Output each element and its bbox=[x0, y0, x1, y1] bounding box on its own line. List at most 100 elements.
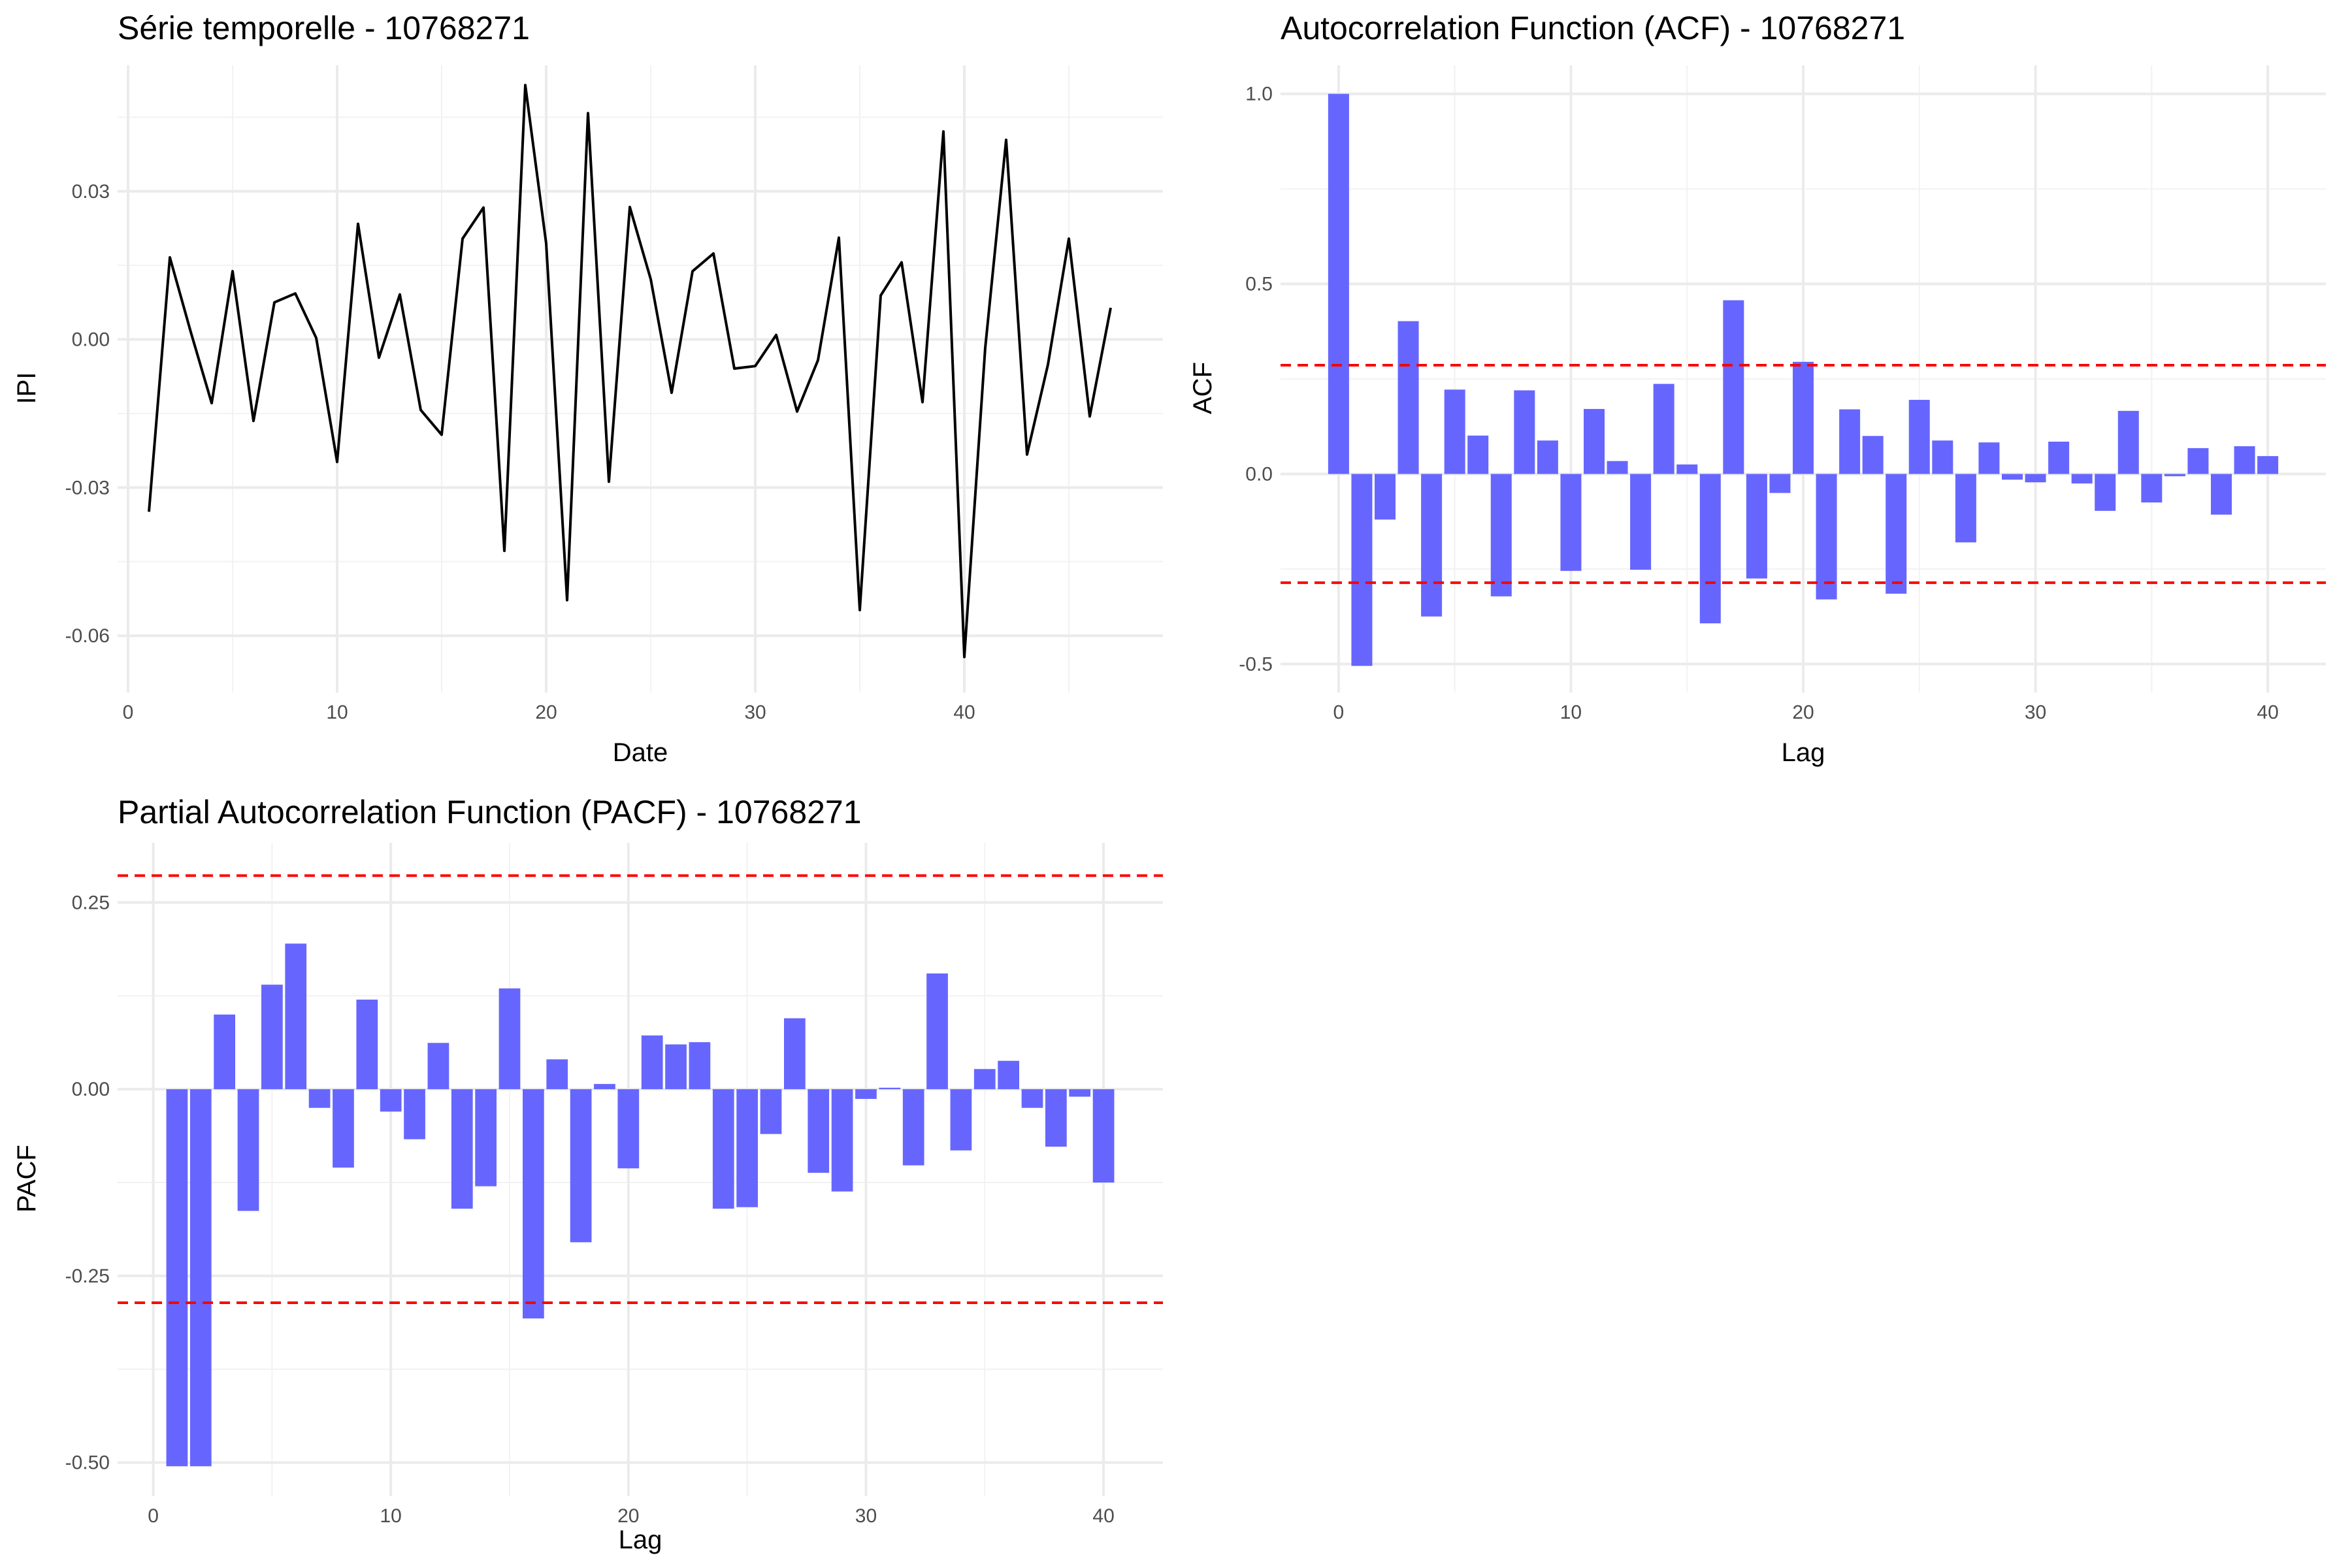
pacf-bar bbox=[760, 1089, 782, 1134]
acf-bar bbox=[2141, 474, 2163, 503]
acf-bar bbox=[1653, 384, 1674, 474]
acf-bar bbox=[1490, 474, 1512, 596]
series-x-tick-label: 20 bbox=[535, 702, 557, 723]
series-chart: 0 10 20 30 40 -0.06 -0.03 0.00 0.03 Série tempore… bbox=[12, 10, 1163, 767]
acf-bar bbox=[1467, 435, 1489, 474]
series-x-axis-title: Date bbox=[613, 738, 668, 767]
pacf-bar bbox=[665, 1044, 687, 1090]
acf-x-tick-label: 10 bbox=[1560, 702, 1582, 723]
acf-bar bbox=[1444, 389, 1465, 474]
pacf-y-tick-label: -0.50 bbox=[65, 1452, 110, 1474]
acf-bar bbox=[1514, 390, 1535, 474]
acf-bar bbox=[2071, 474, 2093, 483]
pacf-title: Partial Autocorrelation Function (PACF) … bbox=[118, 794, 862, 830]
acf-bar bbox=[1630, 474, 1652, 570]
pacf-bar bbox=[973, 1069, 996, 1090]
pacf-bar bbox=[594, 1084, 615, 1090]
pacf-bar bbox=[736, 1089, 758, 1207]
acf-bar bbox=[1537, 440, 1558, 474]
pacf-bar bbox=[641, 1035, 663, 1090]
acf-bar bbox=[1839, 409, 1861, 474]
acf-title: Autocorrelation Function (ACF) - 1076827… bbox=[1281, 10, 1905, 46]
acf-bar bbox=[1816, 474, 1837, 600]
pacf-bar bbox=[261, 985, 283, 1090]
acf-bar bbox=[1699, 474, 1721, 624]
acf-bar bbox=[1862, 436, 1884, 474]
pacf-bar bbox=[879, 1087, 901, 1090]
acf-bar bbox=[2117, 410, 2139, 474]
acf-y-tick-label: 0.0 bbox=[1245, 463, 1273, 485]
series-x-tick-label: 40 bbox=[953, 702, 975, 723]
pacf-y-axis-title: PACF bbox=[12, 1145, 41, 1213]
pacf-bar bbox=[808, 1089, 830, 1173]
acf-bar bbox=[2164, 474, 2185, 476]
pacf-bar bbox=[1021, 1089, 1043, 1108]
acf-bar bbox=[1676, 464, 1698, 474]
acf-x-tick-label: 40 bbox=[2257, 702, 2278, 723]
acf-x-axis-title: Lag bbox=[1782, 738, 1825, 767]
pacf-bar bbox=[380, 1089, 402, 1112]
pacf-x-tick-label: 0 bbox=[148, 1505, 159, 1527]
acf-bar bbox=[1886, 474, 1907, 594]
pacf-x-axis-title: Lag bbox=[619, 1526, 662, 1554]
pacf-bar bbox=[498, 988, 521, 1090]
series-y-tick-label: -0.06 bbox=[65, 625, 110, 647]
pacf-bar bbox=[902, 1089, 924, 1166]
pacf-bar bbox=[214, 1014, 235, 1090]
pacf-bar bbox=[570, 1089, 592, 1243]
series-y-tick-label: 0.00 bbox=[72, 329, 110, 351]
pacf-bar bbox=[427, 1043, 449, 1090]
series-y-axis-title: IPI bbox=[12, 372, 41, 404]
acf-bar bbox=[1584, 408, 1605, 474]
acf-bar bbox=[2095, 474, 2116, 511]
acf-bar bbox=[2257, 456, 2279, 474]
acf-bar bbox=[1351, 474, 1373, 666]
pacf-bar bbox=[1045, 1089, 1067, 1147]
acf-bar bbox=[1793, 361, 1814, 474]
series-grid bbox=[118, 65, 1163, 693]
acf-bar bbox=[2234, 446, 2255, 474]
pacf-x-tick-label: 30 bbox=[855, 1505, 877, 1527]
pacf-bar bbox=[356, 1000, 378, 1090]
pacf-bar bbox=[617, 1089, 640, 1169]
acf-bar bbox=[1607, 461, 1628, 474]
acf-chart: 0 10 20 30 40 -0.5 0.0 0.5 1.0 Autocorrelation Fu… bbox=[1188, 10, 2326, 767]
pacf-bar bbox=[950, 1089, 972, 1151]
pacf-bar bbox=[1092, 1089, 1115, 1183]
acf-y-tick-label: -0.5 bbox=[1239, 653, 1273, 675]
acf-bar bbox=[1560, 474, 1582, 571]
pacf-bar bbox=[404, 1089, 425, 1139]
acf-x-tick-label: 20 bbox=[1792, 702, 1814, 723]
pacf-bars bbox=[166, 943, 1115, 1467]
pacf-bar bbox=[546, 1059, 568, 1090]
acf-bar bbox=[2048, 442, 2070, 474]
series-x-tick-label: 0 bbox=[123, 702, 134, 723]
series-x-tick-label: 30 bbox=[744, 702, 766, 723]
series-series-line bbox=[148, 84, 1112, 659]
pacf-bar bbox=[285, 943, 307, 1090]
acf-bar bbox=[2025, 474, 2046, 483]
pacf-bar bbox=[1069, 1089, 1091, 1097]
acf-x-tick-label: 0 bbox=[1333, 702, 1345, 723]
acf-x-tick-label: 30 bbox=[2025, 702, 2046, 723]
acf-y-tick-label: 1.0 bbox=[1245, 84, 1273, 105]
pacf-x-tick-label: 20 bbox=[617, 1505, 639, 1527]
pacf-bar bbox=[523, 1089, 544, 1318]
pacf-bar bbox=[333, 1089, 354, 1168]
pacf-bar bbox=[998, 1060, 1019, 1090]
pacf-bar bbox=[475, 1089, 497, 1186]
pacf-bar bbox=[166, 1089, 188, 1467]
acf-bar bbox=[1955, 474, 1976, 543]
pacf-x-tick-label: 40 bbox=[1092, 1505, 1114, 1527]
acf-bar bbox=[2211, 474, 2232, 515]
acf-bar bbox=[1932, 440, 1953, 474]
pacf-bar bbox=[237, 1089, 259, 1211]
pacf-x-tick-label: 10 bbox=[380, 1505, 401, 1527]
acf-y-tick-label: 0.5 bbox=[1245, 274, 1273, 295]
pacf-bar bbox=[784, 1018, 806, 1090]
acf-bar bbox=[1769, 474, 1791, 493]
acf-bar bbox=[1746, 474, 1767, 579]
pacf-bar bbox=[855, 1089, 877, 1099]
pacf-y-tick-label: 0.00 bbox=[72, 1079, 110, 1100]
acf-bar bbox=[2187, 448, 2209, 474]
